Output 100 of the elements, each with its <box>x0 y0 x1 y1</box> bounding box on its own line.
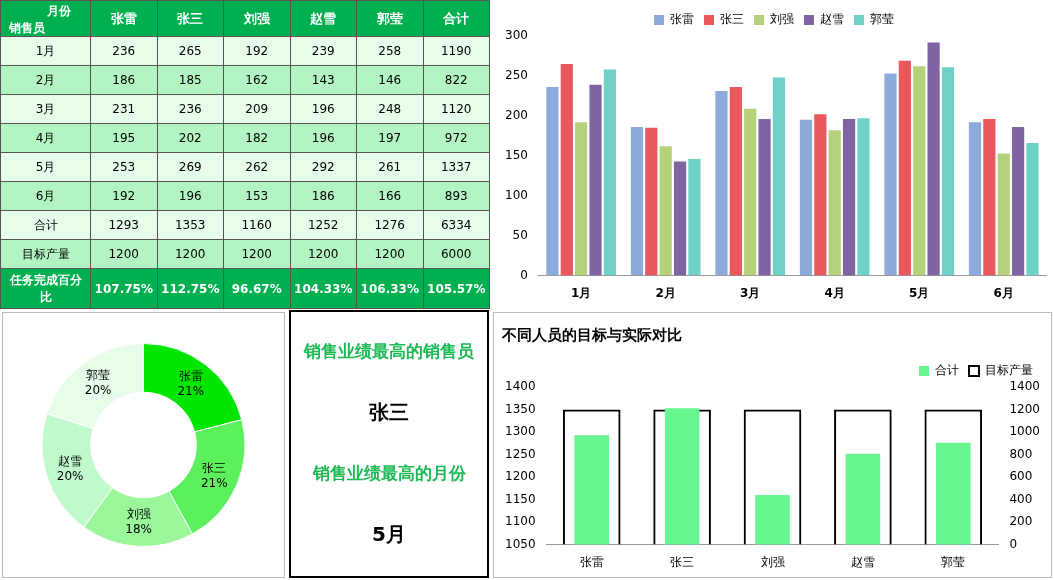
data-label: 1337 <box>423 152 490 182</box>
bar <box>941 67 955 276</box>
y2-tick-label: 0 <box>1009 536 1018 551</box>
data-label: 195 <box>90 123 157 153</box>
y2-tick-label: 400 <box>1009 491 1033 506</box>
y-tick-label: 4月 <box>0 123 91 153</box>
slice-label: 赵雪 <box>58 453 83 468</box>
y-tick-label: 6月 <box>0 181 91 211</box>
bar <box>814 114 827 276</box>
data-label: 269 <box>157 152 224 182</box>
data-label: 1200 <box>90 239 157 269</box>
slice-label: 张雷 <box>178 369 203 384</box>
data-label: 822 <box>423 65 490 95</box>
data-label: 1200 <box>290 239 357 269</box>
data-label: 1200 <box>356 239 423 269</box>
bar <box>772 77 786 276</box>
y2-tick-label: 200 <box>1009 514 1033 529</box>
bar <box>828 130 841 276</box>
y-tick-label: 1300 <box>504 424 536 439</box>
y-tick-label: 5月 <box>0 152 91 182</box>
legend-label: 目标产量 <box>985 363 1033 378</box>
data-label: 196 <box>157 181 224 211</box>
slice-label: 郭莹 <box>86 367 111 382</box>
x-tick-label: 郭莹 <box>941 554 966 569</box>
data-label: 1252 <box>290 210 357 240</box>
y-tick-label: 1250 <box>504 446 536 461</box>
data-label: 162 <box>223 65 290 95</box>
y2-tick-label: 1400 <box>1009 379 1041 394</box>
bar <box>645 127 658 276</box>
y-tick-label: 150 <box>505 147 528 162</box>
data-label: 261 <box>356 152 423 182</box>
text: 销售员 <box>9 20 45 37</box>
x-tick-label: 4月 <box>824 285 845 300</box>
data-label: 262 <box>223 152 290 182</box>
bar <box>927 42 940 276</box>
text: 月份 <box>47 3 71 20</box>
x-tick-label: 5月 <box>909 285 930 300</box>
data-label: 253 <box>90 152 157 182</box>
data-label: 893 <box>423 181 490 211</box>
data-label: 258 <box>356 36 423 66</box>
text: 张三 <box>369 399 409 426</box>
data-label: 209 <box>223 94 290 124</box>
bar <box>575 122 588 276</box>
x-tick-label: 张三 <box>670 554 695 569</box>
bar <box>560 63 573 276</box>
data-label: 185 <box>157 65 224 95</box>
text: 105.57% <box>423 268 490 309</box>
bar <box>857 118 870 276</box>
y-tick-label: 50 <box>512 227 528 242</box>
text: 104.33% <box>290 268 357 309</box>
x-tick-label: 赵雪 <box>850 554 875 569</box>
y-tick-label: 250 <box>505 68 528 83</box>
data-label: 236 <box>157 94 224 124</box>
data-label: 143 <box>290 65 357 95</box>
bar <box>983 119 996 276</box>
bar <box>729 87 742 276</box>
y-tick-label: 1050 <box>504 536 536 551</box>
data-label: 1190 <box>423 36 490 66</box>
y-tick-label: 3月 <box>0 94 91 124</box>
data-label: 231 <box>90 94 157 124</box>
legend-label: 合计 <box>935 363 959 378</box>
y-tick-label: 1200 <box>504 469 536 484</box>
x-tick-label: 1月 <box>570 285 592 300</box>
x-tick-label: 赵雪 <box>290 0 357 37</box>
y-tick-label: 300 <box>505 28 528 43</box>
data-label: 202 <box>157 123 224 153</box>
x-tick-label: 张雷 <box>90 0 157 37</box>
data-label: 265 <box>157 36 224 66</box>
data-label: 1160 <box>223 210 290 240</box>
data-label: 197 <box>356 123 423 153</box>
data-label: 236 <box>90 36 157 66</box>
x-tick-label: 张三 <box>157 0 224 37</box>
data-label: 186 <box>90 65 157 95</box>
bar <box>688 159 701 276</box>
bar <box>799 119 813 276</box>
text: 任务完成百分比 <box>0 268 91 309</box>
y-tick-label: 200 <box>505 107 528 122</box>
y-tick-label: 1400 <box>504 379 536 394</box>
bar <box>1026 143 1039 276</box>
y2-tick-label: 1000 <box>1009 424 1041 439</box>
bar <box>913 66 926 276</box>
data-label: 248 <box>356 94 423 124</box>
y-tick-label: 1150 <box>504 491 536 506</box>
bar <box>673 161 687 276</box>
data-label: 1353 <box>157 210 224 240</box>
y-tick-label: 目标产量 <box>0 239 91 269</box>
data-label: 1200 <box>157 239 224 269</box>
data-label: 6334 <box>423 210 490 240</box>
x-tick-label: 合计 <box>423 0 490 37</box>
bar <box>997 153 1010 276</box>
data-label: 192 <box>90 181 157 211</box>
data-label: 292 <box>290 152 357 182</box>
text: 112.75% <box>157 268 224 309</box>
y-tick-label: 1100 <box>504 514 536 529</box>
data-label: 972 <box>423 123 490 153</box>
bar <box>758 119 771 276</box>
y-tick-label: 1350 <box>504 401 536 416</box>
bar <box>744 108 757 276</box>
data-label: 20% <box>84 382 112 397</box>
data-label: 1276 <box>356 210 423 240</box>
